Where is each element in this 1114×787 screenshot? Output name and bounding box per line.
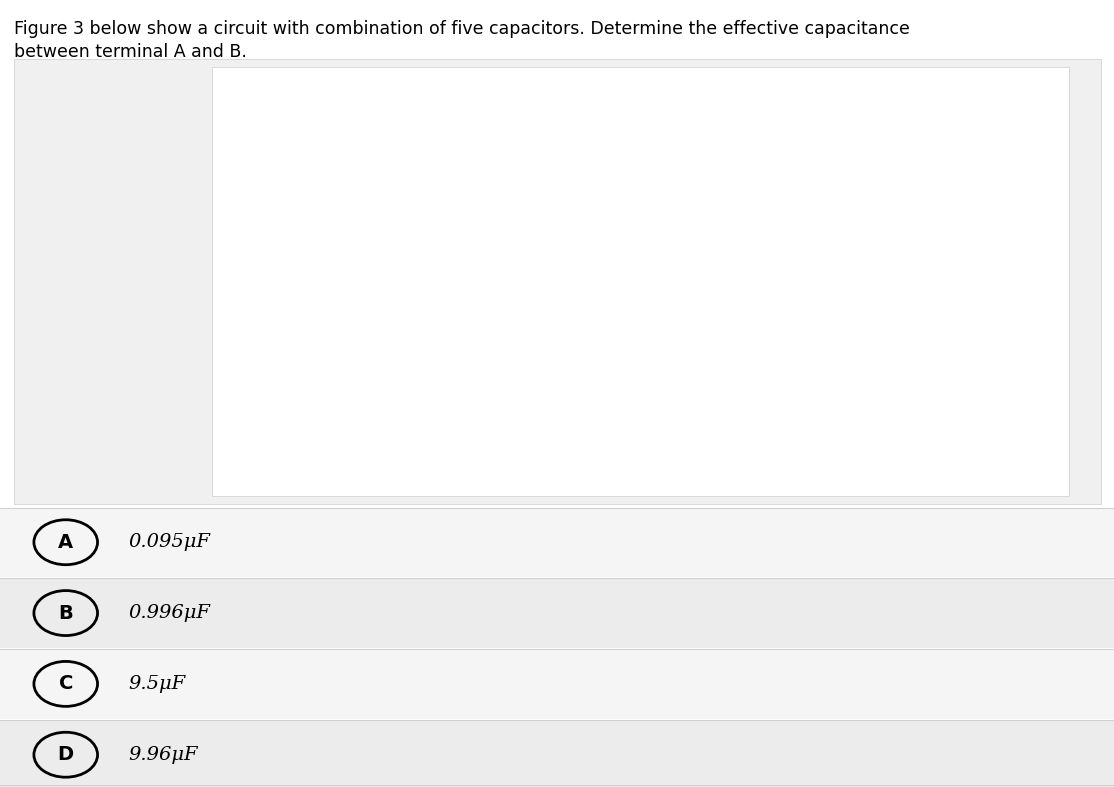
Text: 3 μF: 3 μF (727, 138, 760, 153)
Text: between terminal A and B.: between terminal A and B. (14, 43, 247, 61)
Text: Figure 3: Figure 3 (604, 444, 677, 462)
Text: Figure 3 below show a circuit with combination of five capacitors. Determine the: Figure 3 below show a circuit with combi… (14, 20, 910, 38)
Text: 0.095μF: 0.095μF (128, 534, 209, 551)
Text: 4 μF: 4 μF (457, 358, 490, 373)
Point (606, 318, 624, 331)
Text: 0.996μF: 0.996μF (128, 604, 209, 622)
Text: D: D (58, 745, 74, 764)
Text: 2 μF: 2 μF (470, 138, 502, 153)
Point (606, 183, 624, 196)
Text: 9.96μF: 9.96μF (128, 746, 197, 763)
Text: B: B (295, 316, 307, 333)
Text: A: A (58, 533, 74, 552)
Text: ...: ... (1035, 101, 1053, 119)
Text: 2 μF: 2 μF (526, 246, 559, 261)
Text: B: B (58, 604, 74, 623)
Text: C: C (59, 674, 72, 693)
Text: 9.5μF: 9.5μF (128, 675, 185, 693)
Text: 3 μF: 3 μF (775, 246, 808, 261)
Text: A: A (295, 180, 307, 198)
